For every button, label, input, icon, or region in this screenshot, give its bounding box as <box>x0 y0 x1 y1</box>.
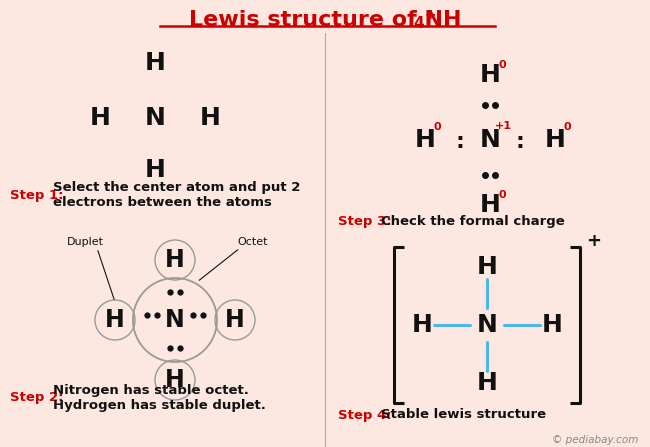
Text: +1: +1 <box>495 121 512 131</box>
Text: H: H <box>480 193 500 217</box>
Text: :: : <box>456 132 465 152</box>
Text: Stable lewis structure: Stable lewis structure <box>381 409 546 422</box>
Text: Duplet: Duplet <box>66 237 103 247</box>
Text: 4: 4 <box>413 17 424 31</box>
Text: Select the center atom and put 2
electrons between the atoms: Select the center atom and put 2 electro… <box>53 181 300 209</box>
Text: H: H <box>411 313 432 337</box>
Text: Step 2:: Step 2: <box>10 392 64 405</box>
Text: H: H <box>144 158 166 182</box>
Text: N: N <box>480 128 500 152</box>
Text: H: H <box>200 106 220 130</box>
Text: H: H <box>545 128 566 152</box>
Text: N: N <box>476 313 497 337</box>
Text: :: : <box>515 132 525 152</box>
Text: N: N <box>144 106 166 130</box>
Text: Check the formal charge: Check the formal charge <box>381 215 565 228</box>
Text: H: H <box>165 368 185 392</box>
Text: H: H <box>541 313 562 337</box>
Text: © pediabay.com: © pediabay.com <box>552 435 638 445</box>
Text: 0: 0 <box>498 60 506 70</box>
Text: H: H <box>144 51 166 75</box>
Text: H: H <box>90 106 110 130</box>
Text: Step 1:: Step 1: <box>10 189 64 202</box>
Text: Lewis structure of NH: Lewis structure of NH <box>188 10 462 30</box>
Text: N: N <box>165 308 185 332</box>
Text: Step 4:: Step 4: <box>338 409 391 422</box>
Text: +: + <box>424 8 436 22</box>
Text: H: H <box>225 308 245 332</box>
Text: Nitrogen has stable octet.
Hydrogen has stable duplet.: Nitrogen has stable octet. Hydrogen has … <box>53 384 266 412</box>
Text: 0: 0 <box>498 190 506 200</box>
Text: Octet: Octet <box>238 237 268 247</box>
Text: 0: 0 <box>563 122 571 132</box>
Text: Step 3:: Step 3: <box>338 215 391 228</box>
Text: H: H <box>415 128 436 152</box>
Text: 0: 0 <box>433 122 441 132</box>
Text: H: H <box>476 371 497 395</box>
Text: H: H <box>165 248 185 272</box>
Text: H: H <box>105 308 125 332</box>
Text: H: H <box>480 63 500 87</box>
Text: +: + <box>586 232 601 250</box>
Text: H: H <box>476 255 497 279</box>
